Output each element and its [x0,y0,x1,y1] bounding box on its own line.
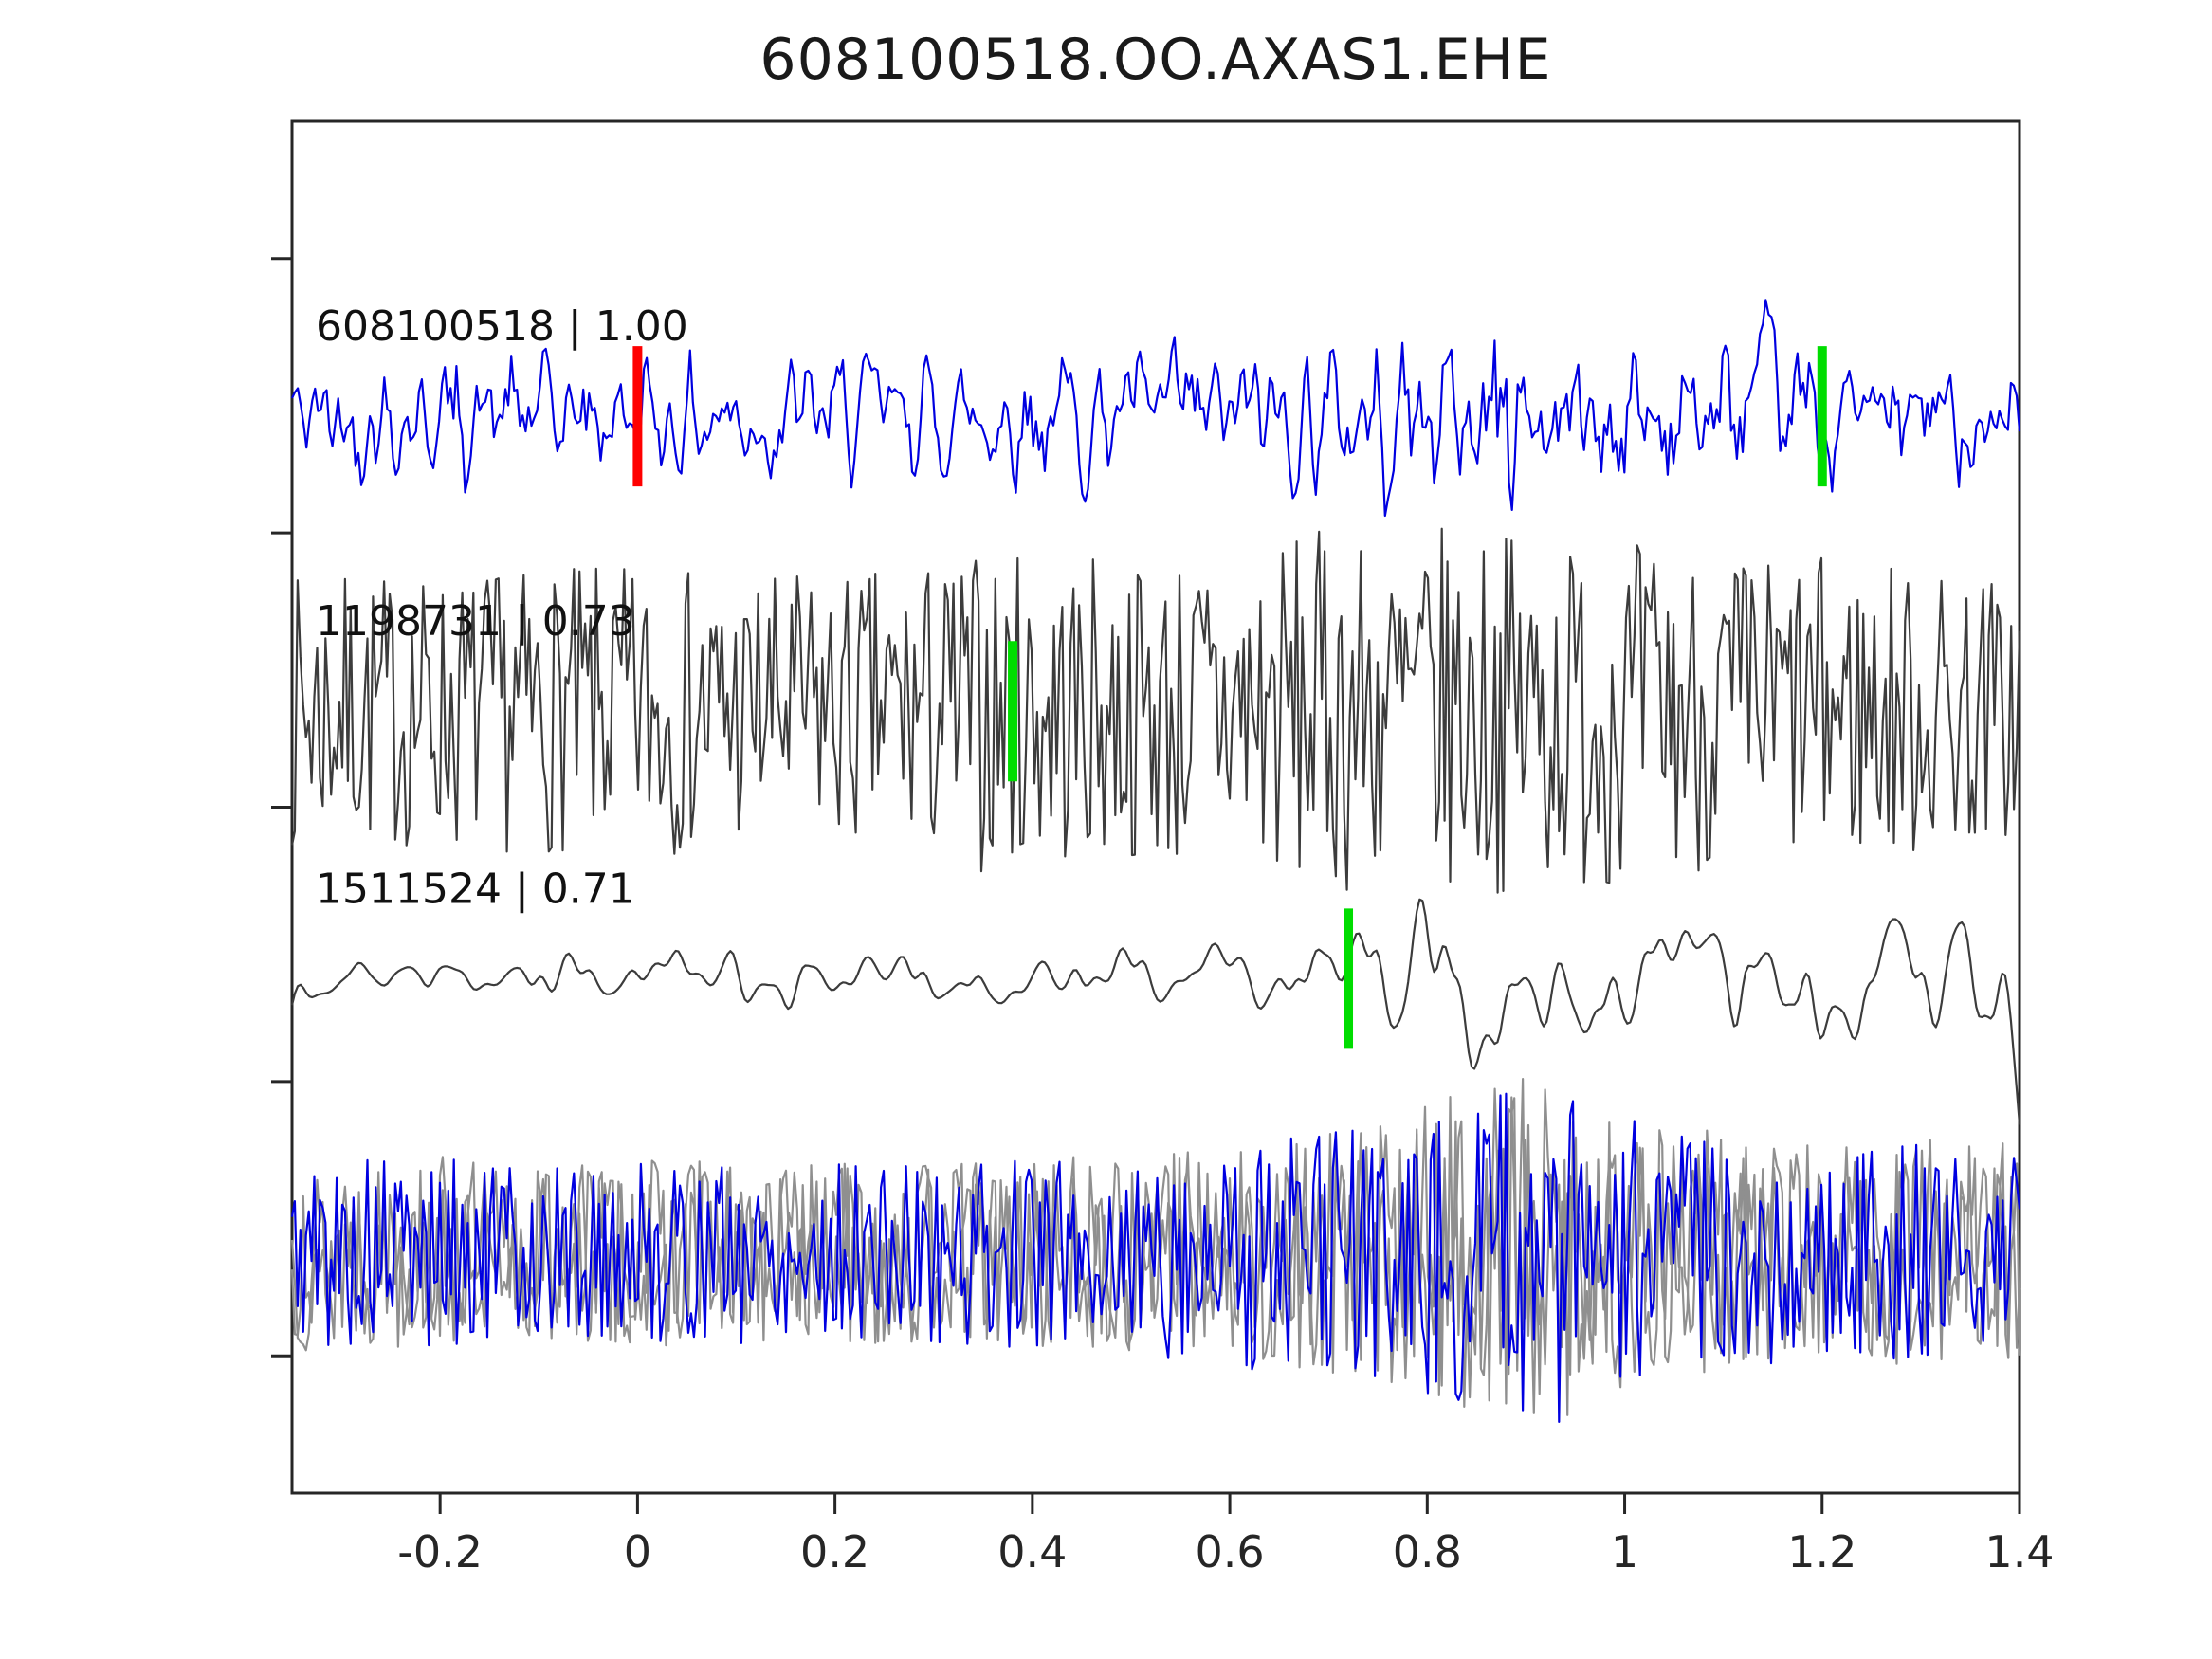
waveform-trace-overlay-blue [290,1092,2021,1423]
x-axis-tick-label: 1.4 [1984,1526,2054,1577]
plot-title: 608100518.OO.AXAS1.EHE [759,27,1552,93]
x-axis-tick-label: 0.6 [1196,1526,1265,1577]
x-axis-tick-label: 1.2 [1787,1526,1856,1577]
x-axis-tick-label: 0.2 [800,1526,869,1577]
x-axis-tick-label: -0.2 [397,1526,483,1577]
waveform-trace-template-608100518 [291,299,2021,518]
waveform-trace-match-1511524 [290,898,2021,1125]
x-axis-tick-label: 0.4 [997,1526,1067,1577]
trace-label-match-1511524: 1511524 | 0.71 [316,865,635,913]
trace-label-template-608100518: 608100518 | 1.00 [316,302,688,351]
x-axis-tick-label: 0 [624,1526,651,1577]
x-axis-tick-label: 0.8 [1393,1526,1462,1577]
x-axis-tick-label: 1 [1611,1526,1638,1577]
trace-label-match-1198731: 1198731 | 0.73 [316,597,635,646]
waveform-trace-match-1198731 [290,527,2021,894]
